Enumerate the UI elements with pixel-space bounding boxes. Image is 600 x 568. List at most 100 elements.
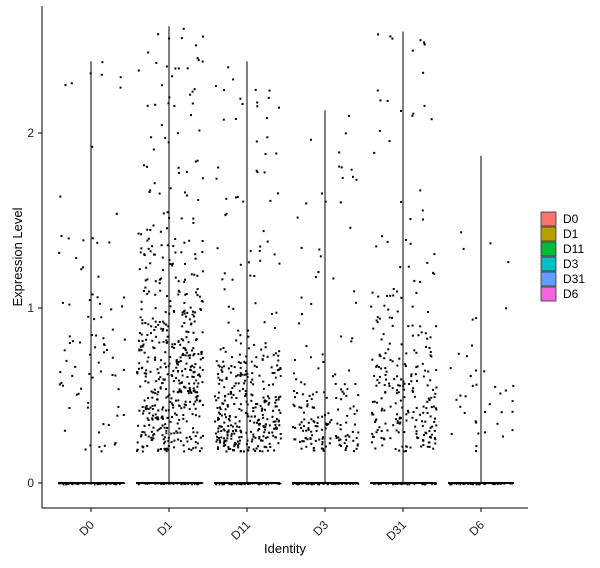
- data-point: [402, 380, 405, 383]
- data-point: [264, 346, 267, 349]
- data-point: [348, 369, 351, 372]
- data-point: [223, 421, 226, 424]
- data-point: [102, 423, 105, 426]
- data-point: [258, 418, 260, 421]
- data-point: [261, 407, 264, 410]
- data-point: [258, 483, 260, 486]
- data-point: [345, 438, 348, 441]
- data-point: [243, 360, 246, 363]
- data-point: [391, 360, 394, 363]
- data-point: [335, 397, 338, 399]
- data-point: [273, 371, 276, 374]
- data-point: [136, 449, 138, 452]
- data-point: [275, 311, 278, 314]
- data-point: [307, 421, 310, 424]
- data-point: [315, 429, 318, 432]
- data-point: [217, 427, 220, 430]
- data-point: [312, 420, 315, 423]
- data-point: [169, 356, 172, 358]
- data-point: [396, 310, 399, 313]
- legend-label-D1: D1: [563, 227, 579, 241]
- data-point: [193, 483, 196, 485]
- x-tick-label-D0: D0: [76, 518, 97, 539]
- data-point: [218, 483, 221, 486]
- data-point: [143, 254, 146, 257]
- data-point: [146, 165, 148, 168]
- data-point: [400, 343, 403, 346]
- data-point: [221, 278, 224, 281]
- data-point: [352, 439, 355, 442]
- data-point: [238, 420, 241, 423]
- data-point: [411, 390, 414, 393]
- data-point: [174, 276, 177, 279]
- data-point: [398, 417, 401, 420]
- data-point: [384, 391, 387, 394]
- data-point: [154, 307, 157, 310]
- data-point: [474, 420, 477, 423]
- data-point: [430, 396, 433, 399]
- data-point: [294, 427, 297, 429]
- data-point: [100, 316, 103, 319]
- data-point: [177, 293, 180, 296]
- data-point: [166, 211, 169, 214]
- data-point: [421, 218, 424, 221]
- data-point: [345, 447, 348, 450]
- data-point: [157, 378, 160, 381]
- data-point: [146, 278, 149, 281]
- data-point: [405, 445, 408, 448]
- data-point: [419, 189, 422, 192]
- data-point: [160, 416, 163, 419]
- data-point: [243, 382, 246, 385]
- data-point: [263, 321, 266, 324]
- data-point: [279, 482, 282, 485]
- data-point: [386, 99, 389, 102]
- data-point: [277, 396, 280, 399]
- data-point: [263, 408, 266, 411]
- data-point: [389, 35, 392, 38]
- data-point: [175, 359, 178, 362]
- data-point: [410, 375, 413, 378]
- data-point: [161, 408, 164, 411]
- data-point: [220, 436, 223, 439]
- data-point: [142, 409, 145, 412]
- data-point: [372, 436, 375, 438]
- data-point: [149, 189, 152, 192]
- data-point: [339, 438, 342, 441]
- data-point: [162, 378, 165, 381]
- data-point: [171, 404, 174, 407]
- data-point: [261, 450, 264, 453]
- data-point: [273, 253, 276, 256]
- data-point: [201, 300, 204, 303]
- data-point: [247, 347, 250, 350]
- data-point: [251, 438, 254, 441]
- data-point: [198, 373, 201, 376]
- data-point: [230, 424, 233, 427]
- data-point: [357, 431, 360, 434]
- data-point: [165, 388, 168, 391]
- data-point: [429, 351, 432, 353]
- data-point: [188, 356, 191, 359]
- data-point: [274, 423, 277, 426]
- data-point: [123, 296, 126, 299]
- data-point: [223, 442, 225, 445]
- legend-swatch-D0: [540, 211, 557, 227]
- data-point: [477, 432, 480, 435]
- data-point: [166, 448, 169, 451]
- data-point: [99, 483, 102, 485]
- data-point: [384, 422, 387, 425]
- data-point: [261, 358, 264, 361]
- data-point: [188, 435, 191, 438]
- data-point: [154, 404, 156, 407]
- data-point: [292, 483, 294, 485]
- data-point: [195, 44, 198, 47]
- data-point: [332, 375, 334, 378]
- data-point: [471, 318, 474, 321]
- data-point: [402, 385, 405, 388]
- data-point: [396, 290, 398, 293]
- data-point: [234, 382, 237, 385]
- data-point: [428, 399, 431, 401]
- data-point: [246, 448, 249, 451]
- data-point: [183, 322, 186, 324]
- data-point: [416, 365, 419, 368]
- data-point: [494, 385, 497, 388]
